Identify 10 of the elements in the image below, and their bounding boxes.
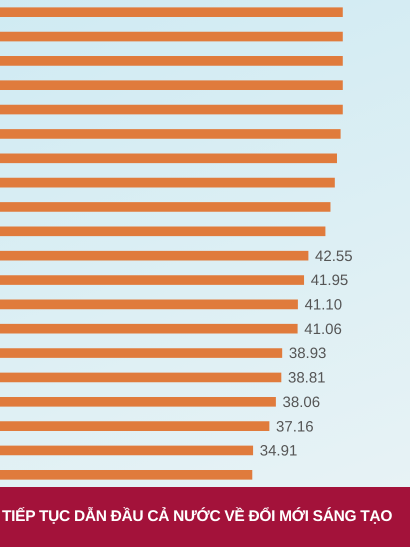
data-label: 41.06 [304,320,342,338]
data-label: 42.55 [315,248,353,265]
data-label: 37.16 [276,418,314,436]
data-label: 38.93 [288,345,326,362]
data-label: 34.91 [260,442,298,460]
data-label: 38.81 [288,370,326,387]
text: TIẾP TỤC DẪN ĐẦU CẢ NƯỚC VỀ ĐỔI MỚI SÁNG TẠO [0,487,410,547]
data-label: 41.95 [310,272,348,290]
data-label: 38.06 [282,394,320,411]
data-label: 41.10 [304,296,342,314]
